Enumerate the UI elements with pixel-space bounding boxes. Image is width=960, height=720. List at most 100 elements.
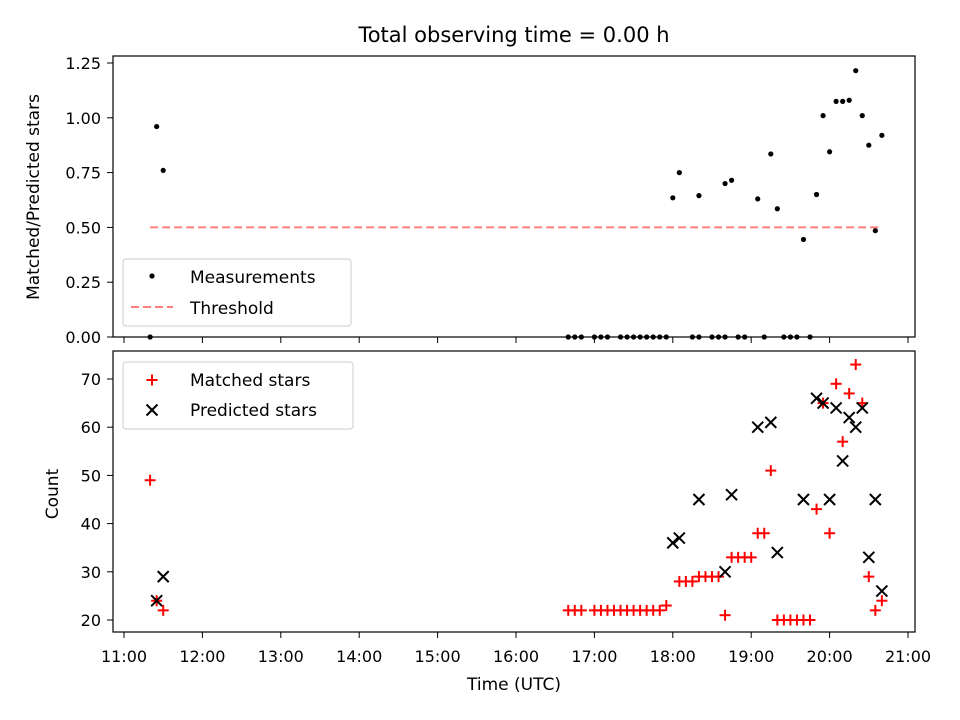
matched-star-point bbox=[824, 527, 836, 539]
x-tick-label: 18:00 bbox=[650, 647, 696, 666]
predicted-star-point bbox=[751, 420, 764, 434]
bottom-axes-frame bbox=[112, 350, 916, 633]
measurement-point bbox=[774, 206, 780, 212]
x-tick-label: 16:00 bbox=[493, 647, 539, 666]
x-tick-label: 19:00 bbox=[728, 647, 774, 666]
measurement-point bbox=[154, 123, 160, 130]
x-tick-label: 20:00 bbox=[807, 647, 853, 666]
predicted-star-point bbox=[666, 536, 680, 550]
bottom-panel: Count Time (UTC) 20 30 40 50 60 70 11:00 12:00 1… bbox=[43, 350, 931, 695]
measurement-point bbox=[872, 228, 878, 234]
legend-matched-label: Matched stars bbox=[190, 371, 310, 391]
top-y-tick-label: 0.00 bbox=[65, 328, 101, 347]
predicted-star-point bbox=[692, 493, 706, 506]
measurement-point bbox=[722, 180, 728, 187]
measurement-point bbox=[768, 151, 774, 157]
matched-star-point bbox=[745, 551, 757, 563]
x-tick-label: 17:00 bbox=[571, 647, 617, 666]
bottom-y-tick-label: 60 bbox=[81, 418, 101, 437]
top-plot-area: 0.00 0.25 0.50 0.75 1.00 1.25 Measurements Thre… bbox=[65, 54, 909, 347]
top-legend: Measurements Threshold bbox=[122, 258, 352, 327]
measurement-point bbox=[866, 142, 872, 148]
matched-star-point bbox=[654, 604, 666, 616]
matched-star-point bbox=[843, 387, 855, 399]
predicted-star-point bbox=[725, 488, 738, 501]
predicted-star-point bbox=[810, 392, 823, 405]
measurement-point bbox=[696, 193, 702, 199]
top-axes-frame bbox=[112, 55, 916, 338]
measurement-point bbox=[676, 170, 682, 176]
matched-star-point bbox=[863, 571, 875, 583]
matched-star-point bbox=[811, 503, 823, 515]
predicted-star-point bbox=[764, 416, 778, 429]
top-panel: Total observing time = 0.00 h Matched/Pr… bbox=[24, 23, 916, 347]
predicted-star-point bbox=[875, 584, 889, 598]
x-tick-label: 11:00 bbox=[101, 647, 147, 666]
x-tick-label: 15:00 bbox=[415, 647, 461, 666]
predicted-star-point bbox=[862, 551, 876, 564]
measurement-point bbox=[827, 149, 833, 155]
predicted-star-point bbox=[842, 411, 856, 424]
matched-star-point bbox=[876, 595, 888, 607]
measurement-point bbox=[820, 113, 826, 119]
bottom-y-tick-label: 30 bbox=[81, 563, 101, 582]
measurement-point bbox=[729, 177, 735, 183]
top-y-axis-label: Matched/Predicted stars bbox=[24, 94, 44, 300]
bottom-y-axis-label: Count bbox=[43, 468, 63, 519]
x-tick-label: 12:00 bbox=[179, 647, 225, 666]
legend-predicted-marker bbox=[145, 403, 159, 417]
top-y-tick-label: 0.25 bbox=[65, 273, 101, 292]
bottom-legend: Matched stars Predicted stars bbox=[122, 361, 354, 430]
predicted-star-point bbox=[836, 454, 849, 468]
matched-star-point bbox=[575, 604, 587, 616]
predicted-star-point bbox=[856, 401, 869, 415]
top-y-tick-label: 1.25 bbox=[65, 54, 101, 73]
predicted-star-point bbox=[771, 546, 784, 559]
legend-threshold-label: Threshold bbox=[189, 299, 274, 319]
measurement-point bbox=[853, 68, 859, 74]
matched-star-point bbox=[144, 474, 156, 486]
measurement-point bbox=[840, 98, 846, 104]
matched-star-point bbox=[719, 609, 731, 621]
predicted-star-point bbox=[797, 493, 810, 506]
matched-star-point bbox=[765, 465, 777, 477]
matched-star-point bbox=[850, 359, 862, 371]
measurement-point bbox=[813, 191, 820, 198]
legend-matched-marker bbox=[146, 374, 158, 386]
measurement-point bbox=[846, 97, 852, 103]
measurement-point bbox=[670, 195, 676, 201]
matched-star-point bbox=[830, 378, 842, 390]
matched-star-point bbox=[686, 575, 698, 587]
top-y-tick-label: 0.50 bbox=[65, 218, 101, 237]
bottom-y-tick-label: 20 bbox=[81, 611, 101, 630]
predicted-star-point bbox=[849, 420, 862, 434]
measurement-point bbox=[755, 196, 761, 202]
predicted-star-point bbox=[718, 565, 732, 579]
measurement-point bbox=[879, 132, 885, 138]
bottom-y-tick-label: 50 bbox=[81, 466, 101, 485]
legend-measurement-marker bbox=[149, 273, 155, 279]
matched-star-point bbox=[869, 604, 881, 616]
legend-measurements-label: Measurements bbox=[190, 268, 316, 288]
predicted-star-point bbox=[156, 570, 170, 583]
matched-star-point bbox=[837, 436, 849, 448]
bottom-y-tick-label: 70 bbox=[81, 370, 101, 389]
measurement-point bbox=[859, 113, 865, 119]
x-tick-label: 14:00 bbox=[336, 647, 382, 666]
predicted-star-point bbox=[829, 401, 843, 415]
matched-star-point bbox=[758, 527, 770, 539]
x-tick-label: 21:00 bbox=[885, 647, 931, 666]
top-y-tick-label: 1.00 bbox=[65, 109, 101, 128]
chart-title: Total observing time = 0.00 h bbox=[357, 23, 669, 47]
matched-star-point bbox=[157, 604, 169, 616]
predicted-star-point bbox=[673, 531, 686, 545]
measurement-point bbox=[833, 98, 839, 104]
measurement-point bbox=[800, 236, 807, 243]
matched-star-point bbox=[804, 614, 816, 626]
matched-star-point bbox=[660, 600, 672, 612]
predicted-star-point bbox=[823, 493, 836, 506]
top-y-tick-label: 0.75 bbox=[65, 164, 101, 183]
x-axis-label: Time (UTC) bbox=[466, 675, 561, 695]
predicted-star-point bbox=[816, 396, 830, 410]
